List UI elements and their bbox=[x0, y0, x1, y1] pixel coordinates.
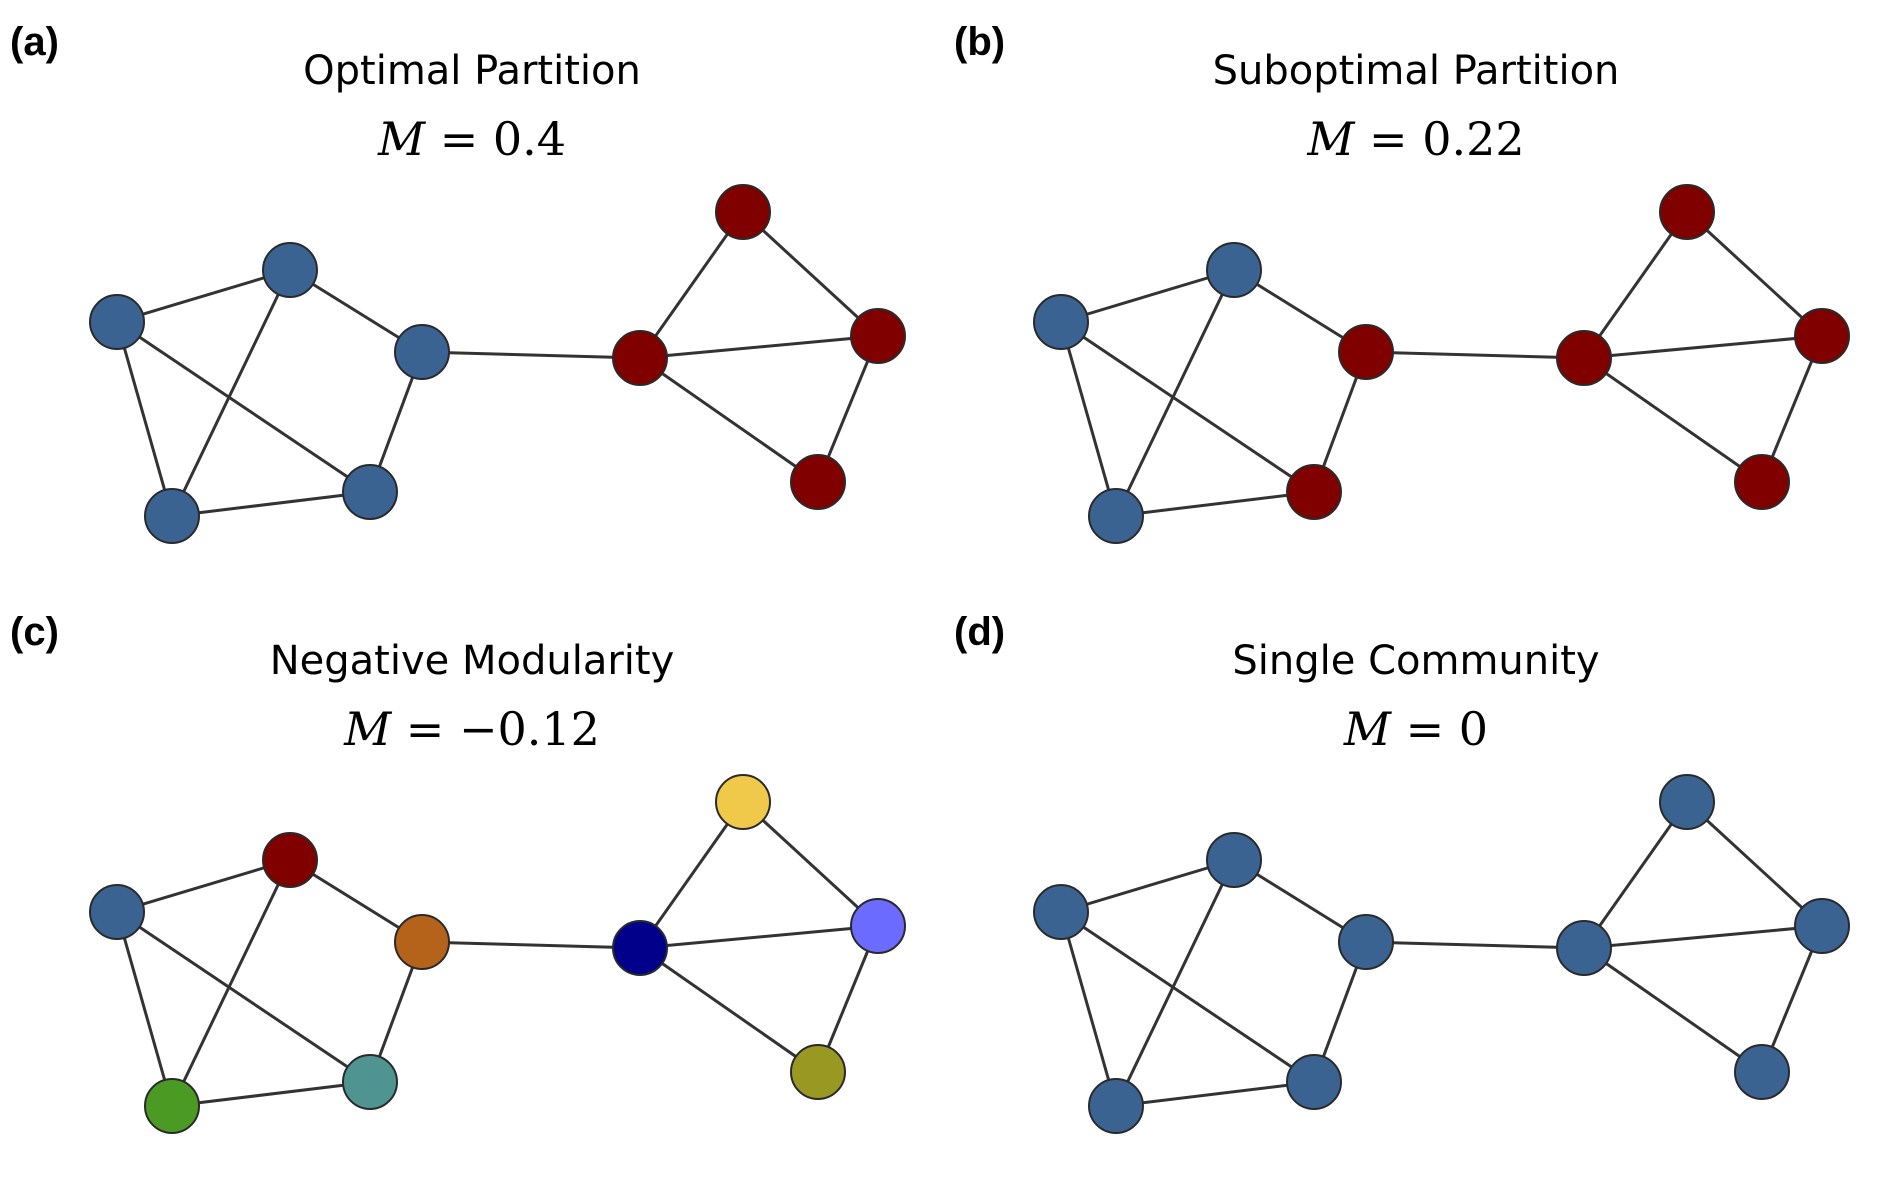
panel-d: (d) Single Community M = 0 bbox=[944, 590, 1888, 1180]
modularity-value: M = 0.22 bbox=[1307, 112, 1525, 166]
graph-edge bbox=[1583, 924, 1823, 950]
graph-edge bbox=[170, 859, 292, 1107]
graph-node bbox=[1088, 488, 1144, 544]
graph-edge bbox=[1365, 350, 1585, 360]
graph-edge bbox=[1583, 356, 1763, 484]
graph-edge bbox=[639, 946, 819, 1074]
graph-node bbox=[342, 464, 398, 520]
graph-node bbox=[394, 324, 450, 380]
graph-node bbox=[1556, 330, 1612, 386]
graph-edge bbox=[115, 321, 174, 517]
network-graph bbox=[89, 184, 906, 544]
graph-edge bbox=[1685, 800, 1824, 928]
graph-node bbox=[1659, 774, 1715, 830]
graph-node bbox=[89, 294, 145, 350]
panel-label: (a) bbox=[10, 20, 59, 64]
panel-label: (d) bbox=[954, 610, 1006, 654]
graph-edge bbox=[1059, 911, 1118, 1107]
graph-edge bbox=[116, 268, 291, 324]
graph-edge bbox=[1115, 490, 1315, 518]
graph-edge bbox=[741, 800, 880, 928]
graph-node bbox=[1338, 324, 1394, 380]
graph-edge bbox=[421, 350, 641, 360]
panel-title: Single Community bbox=[1232, 638, 1600, 684]
graph-edge bbox=[1582, 211, 1689, 359]
modularity-value: M = 0 bbox=[1343, 702, 1489, 756]
panel-b: (b) Suboptimal Partition M = 0.22 bbox=[944, 0, 1888, 590]
graph-edge bbox=[1114, 269, 1236, 517]
graph-node bbox=[342, 1054, 398, 1110]
graph-edge bbox=[1685, 210, 1824, 338]
graph-node bbox=[1033, 294, 1089, 350]
graph-node bbox=[144, 1078, 200, 1134]
graph-edge bbox=[116, 320, 371, 494]
graph-node bbox=[1033, 884, 1089, 940]
panel-label: (c) bbox=[10, 610, 59, 654]
graph-node bbox=[790, 1044, 846, 1100]
graph-edge bbox=[1115, 1080, 1315, 1108]
network-graph bbox=[1033, 184, 1850, 544]
graph-node bbox=[850, 308, 906, 364]
graph-node bbox=[1286, 1054, 1342, 1110]
graph-node bbox=[1659, 184, 1715, 240]
graph-node bbox=[790, 454, 846, 510]
graph-node bbox=[612, 330, 668, 386]
graph-node bbox=[1734, 1044, 1790, 1100]
graph-node bbox=[850, 898, 906, 954]
graph-edge bbox=[639, 356, 819, 484]
graph-node bbox=[1286, 464, 1342, 520]
graph-edge bbox=[170, 269, 292, 517]
panel-c: (c) Negative Modularity M = −0.12 bbox=[0, 590, 944, 1180]
graph-node bbox=[1206, 242, 1262, 298]
graph-edge bbox=[115, 911, 174, 1107]
graph-edge bbox=[639, 924, 879, 950]
panel-label: (b) bbox=[954, 20, 1006, 64]
graph-edge bbox=[741, 210, 880, 338]
graph-edge bbox=[638, 801, 745, 949]
graph-edge bbox=[1059, 321, 1118, 517]
graph-edge bbox=[1060, 858, 1235, 914]
graph-node bbox=[1734, 454, 1790, 510]
panel-a: (a) Optimal Partition M = 0.4 bbox=[0, 0, 944, 590]
modularity-value: M = −0.12 bbox=[344, 702, 600, 756]
graph-node bbox=[1206, 832, 1262, 888]
graph-node bbox=[715, 774, 771, 830]
graph-edge bbox=[171, 1080, 371, 1108]
graph-edge bbox=[171, 490, 371, 518]
graph-node bbox=[394, 914, 450, 970]
graph-edge bbox=[1583, 946, 1763, 1074]
graph-node bbox=[1794, 308, 1850, 364]
graph-node bbox=[1556, 920, 1612, 976]
panel-title: Suboptimal Partition bbox=[1212, 48, 1620, 94]
graph-edge bbox=[421, 940, 641, 950]
graph-edge bbox=[639, 334, 879, 360]
graph-edge bbox=[1583, 334, 1823, 360]
network-graph bbox=[1033, 774, 1850, 1134]
modularity-value: M = 0.4 bbox=[377, 112, 567, 166]
graph-edge bbox=[116, 910, 371, 1084]
panel-title: Negative Modularity bbox=[269, 638, 675, 684]
graph-node bbox=[89, 884, 145, 940]
graph-edge bbox=[1582, 801, 1689, 949]
graph-edge bbox=[1060, 910, 1315, 1084]
graph-edge bbox=[1060, 268, 1235, 324]
graph-node bbox=[1088, 1078, 1144, 1134]
graph-node bbox=[262, 242, 318, 298]
graph-edge bbox=[1365, 940, 1585, 950]
graph-edge bbox=[638, 211, 745, 359]
graph-node bbox=[612, 920, 668, 976]
graph-edge bbox=[116, 858, 291, 914]
network-graph bbox=[89, 774, 906, 1134]
graph-node bbox=[1338, 914, 1394, 970]
graph-edge bbox=[1060, 320, 1315, 494]
graph-edge bbox=[1114, 859, 1236, 1107]
graph-node bbox=[144, 488, 200, 544]
graph-node bbox=[715, 184, 771, 240]
graph-node bbox=[1794, 898, 1850, 954]
panel-title: Optimal Partition bbox=[303, 48, 641, 94]
graph-node bbox=[262, 832, 318, 888]
